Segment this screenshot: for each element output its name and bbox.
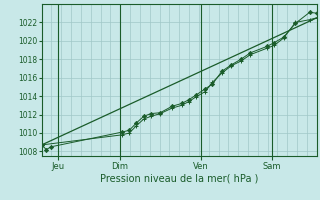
X-axis label: Pression niveau de la mer( hPa ): Pression niveau de la mer( hPa ) [100,173,258,183]
